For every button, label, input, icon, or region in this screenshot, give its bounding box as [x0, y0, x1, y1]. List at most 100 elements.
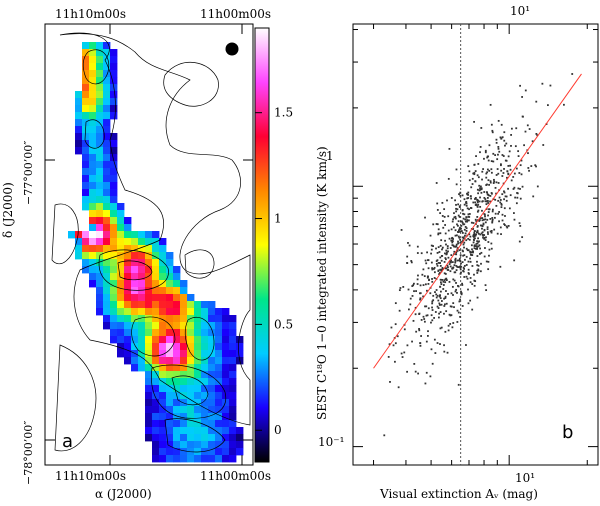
map-pixel — [103, 133, 111, 141]
scatter-point — [449, 323, 452, 325]
scatter-point — [472, 172, 475, 175]
scatter-point — [490, 242, 493, 245]
map-pixel — [110, 147, 118, 155]
scatter-point — [427, 283, 430, 285]
scatter-point — [474, 198, 476, 200]
map-pixel — [208, 336, 216, 344]
scatter-point — [495, 204, 498, 207]
scatter-point — [460, 290, 462, 293]
contour-c1 — [82, 49, 110, 85]
map-pixel — [103, 217, 111, 225]
scatter-point — [448, 263, 451, 265]
map-pixel — [194, 427, 202, 435]
scatter-point — [438, 302, 441, 305]
map-pixel — [201, 364, 209, 372]
scatter-point — [388, 343, 391, 346]
scatter-point — [437, 246, 440, 249]
beam-marker — [225, 42, 239, 56]
scatter-point — [494, 212, 497, 215]
scatter-point — [430, 248, 433, 251]
scatter-point — [465, 247, 468, 250]
map-pixel — [96, 238, 104, 246]
scatter-point — [452, 238, 454, 240]
map-pixel — [145, 308, 153, 316]
scatter-point — [443, 279, 446, 282]
scatter-point — [512, 176, 515, 178]
map-pixel — [110, 287, 118, 295]
scatter-point — [459, 241, 462, 244]
map-pixel — [75, 112, 83, 120]
scatter-point — [474, 280, 477, 283]
scatter-point — [524, 89, 527, 92]
scatter-point — [520, 173, 523, 176]
scatter-point — [504, 144, 506, 147]
scatter-point — [499, 136, 502, 139]
scatter-point — [426, 334, 429, 337]
scatter-point — [433, 338, 436, 341]
map-pixel — [166, 287, 174, 295]
map-pixel — [152, 336, 160, 344]
scatter-point — [518, 222, 521, 225]
scatter-point — [490, 230, 493, 232]
map-pixel — [110, 301, 118, 309]
scatter-point — [440, 259, 443, 262]
scatter-point — [477, 176, 480, 179]
scatter-point — [457, 203, 460, 206]
scatter-point — [447, 293, 449, 295]
scatter-point — [466, 219, 469, 222]
map-pixel — [124, 266, 132, 274]
scatter-point — [488, 183, 490, 186]
map-pixel — [173, 406, 181, 414]
scatter-point — [468, 233, 471, 236]
scatter-point — [422, 268, 425, 271]
map-pixel — [180, 364, 188, 372]
map-pixel — [215, 364, 223, 372]
scatter-point — [476, 225, 479, 228]
map-pixel — [138, 266, 146, 274]
scatter-point — [436, 209, 439, 211]
scatter-point — [430, 244, 433, 247]
map-pixel — [180, 441, 188, 449]
scatter-point — [426, 289, 428, 292]
map-pixel — [96, 210, 104, 218]
map-pixel — [180, 322, 188, 330]
scatter-point — [442, 220, 444, 223]
scatter-point — [461, 305, 464, 307]
scatter-point — [394, 302, 397, 305]
scatter-point — [469, 257, 471, 260]
scatter-ticks — [353, 24, 598, 465]
map-pixel — [222, 364, 230, 372]
scatter-point — [476, 210, 479, 213]
map-pixel — [208, 427, 216, 435]
map-pixel — [145, 371, 153, 379]
map-pixel — [187, 434, 195, 442]
scatter-point — [480, 127, 483, 129]
scatter-point — [489, 200, 491, 203]
scatter-point — [491, 218, 494, 221]
map-pixel — [103, 140, 111, 148]
scatter-point — [455, 234, 458, 237]
scatter-point — [437, 228, 440, 231]
map-pixel — [159, 336, 167, 344]
scatter-point — [488, 169, 491, 172]
map-pixel — [145, 406, 153, 414]
scatter-point — [476, 174, 479, 177]
scatter-point — [444, 258, 447, 261]
scatter-point — [441, 255, 444, 257]
map-pixel — [222, 371, 230, 379]
map-pixel — [131, 329, 139, 337]
scatter-point — [474, 201, 477, 204]
scatter-point — [458, 236, 461, 239]
scatter-point — [535, 132, 538, 135]
map-pixel — [138, 364, 146, 372]
map-pixel — [201, 434, 209, 442]
map-pixel — [145, 399, 153, 407]
scatter-point — [387, 356, 390, 358]
scatter-point — [472, 235, 475, 238]
map-pixel — [152, 273, 160, 281]
map-pixel — [82, 133, 90, 141]
scatter-point — [454, 229, 457, 232]
scatter-point — [400, 352, 403, 355]
scatter-point — [479, 224, 482, 227]
